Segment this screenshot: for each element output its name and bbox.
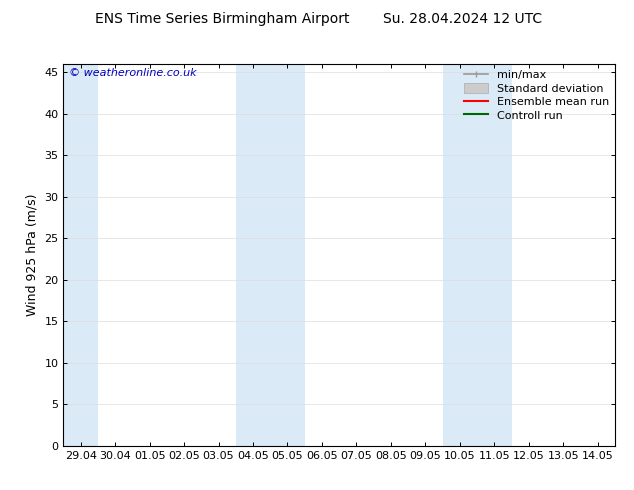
Bar — [236, 64, 305, 446]
Text: © weatheronline.co.uk: © weatheronline.co.uk — [69, 68, 197, 77]
Y-axis label: Wind 925 hPa (m/s): Wind 925 hPa (m/s) — [26, 194, 39, 316]
Text: ENS Time Series Birmingham Airport: ENS Time Series Birmingham Airport — [94, 12, 349, 26]
Legend: min/max, Standard deviation, Ensemble mean run, Controll run: min/max, Standard deviation, Ensemble me… — [460, 66, 612, 124]
Bar — [63, 64, 98, 446]
Text: Su. 28.04.2024 12 UTC: Su. 28.04.2024 12 UTC — [384, 12, 542, 26]
Bar — [443, 64, 512, 446]
